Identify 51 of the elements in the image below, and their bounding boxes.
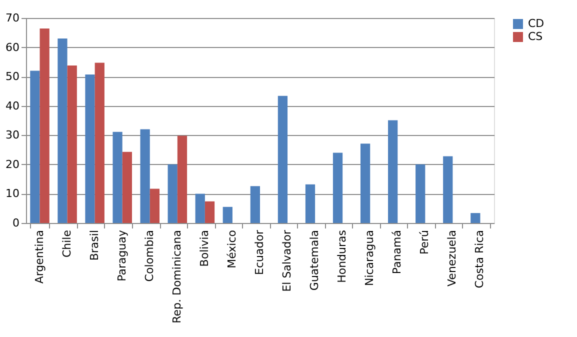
bar [150,188,160,223]
x-tick-label: Honduras [336,230,349,283]
bar [204,201,215,223]
x-tick-label: Bolivia [198,230,211,267]
bar [168,164,178,223]
x-tick-label: Venezuela [446,230,459,286]
bar [332,152,343,223]
bar [305,184,316,223]
y-tick-label: 0 [12,216,20,230]
bar [85,74,95,223]
x-tick-label: Guatemala [308,230,322,291]
legend-label: CD [528,17,544,30]
x-tick-label: Rep. Dominicana [170,230,184,324]
x-tick-label: Ecuador [253,230,266,275]
x-tick-label: Nicaragua [363,230,376,286]
bar [112,132,122,223]
x-tick-label: El Salvador [280,230,294,292]
x-tick-label: Brasil [88,230,101,261]
bar [177,136,188,223]
x-tick-label: Argentina [32,230,46,284]
x-tick-label: Costa Rica [473,230,486,288]
y-tick-label: 50 [6,70,20,84]
x-tick-label: Paraguay [115,230,128,282]
bar [58,38,68,223]
bar [67,65,77,223]
x-tick-label: Panamá [390,230,404,274]
bar [278,96,288,223]
x-tick-label: Chile [60,230,74,258]
bar [122,152,132,223]
bar [416,164,426,223]
y-tick-label: 10 [6,187,20,200]
bar [94,62,104,223]
x-tick-label: México [225,230,238,268]
bar [443,156,453,223]
y-tick-label: 70 [6,12,20,24]
x-tick-label: Colombia [142,230,156,282]
bar [140,129,150,223]
y-tick-label: 30 [6,128,20,142]
y-tick-label: 40 [6,99,20,112]
x-tick-label: Perú [418,230,432,255]
y-tick-label: 60 [6,40,20,54]
bar [195,194,205,223]
bar [388,120,398,223]
bar [40,28,50,223]
bar [30,70,40,223]
y-tick-label: 20 [6,158,20,171]
bar [360,144,370,223]
bar [250,186,260,223]
legend-label: CS [528,30,543,43]
bar [470,213,480,223]
bar [222,206,232,223]
